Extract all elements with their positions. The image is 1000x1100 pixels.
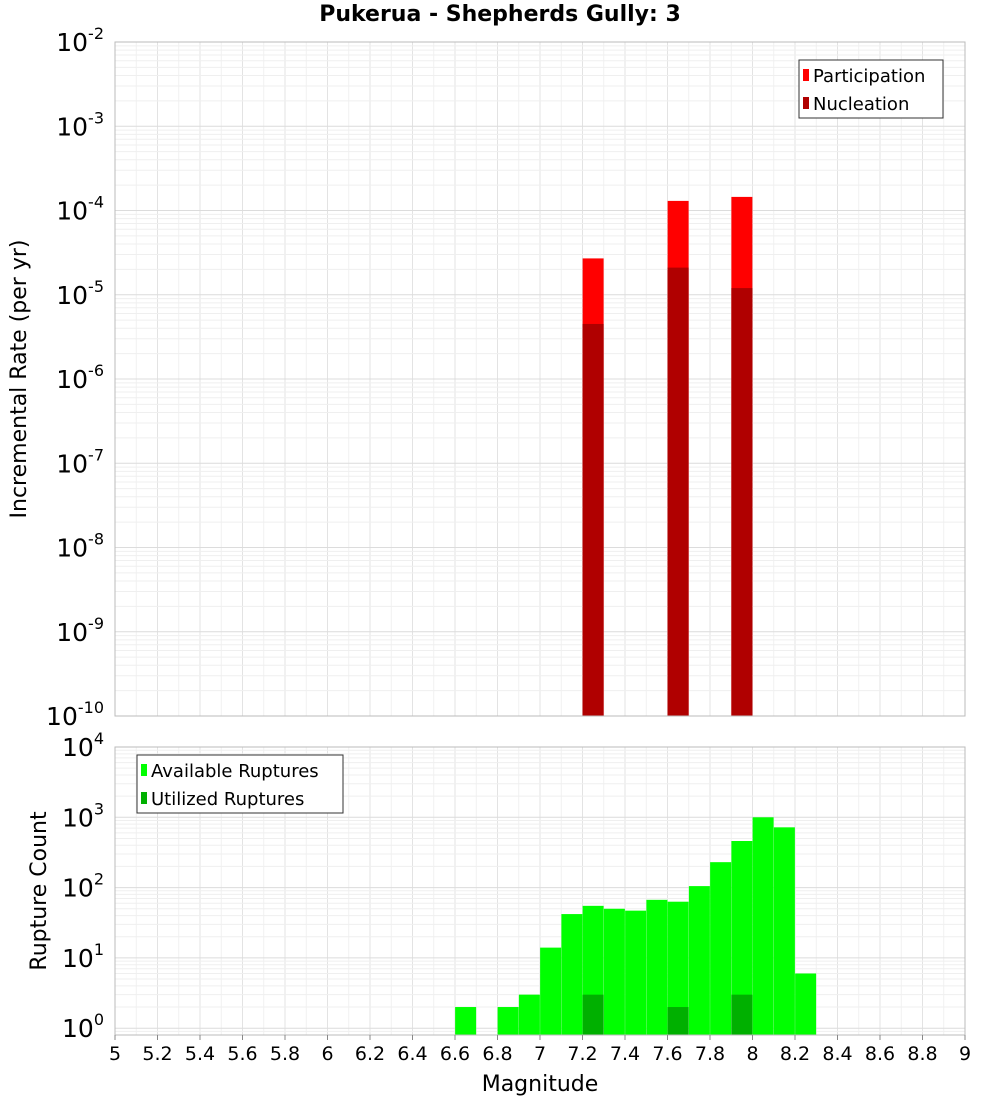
y-tick-label: 10-4 bbox=[56, 193, 104, 226]
y-tick-label: 102 bbox=[62, 870, 104, 903]
x-tick-label: 5.6 bbox=[227, 1043, 257, 1065]
x-tick-label: 9 bbox=[959, 1043, 971, 1065]
y-tick-label: 10-2 bbox=[56, 24, 104, 57]
y-tick-label: 10-7 bbox=[56, 445, 104, 478]
legend-label: Nucleation bbox=[813, 94, 909, 115]
y-tick-label: 10-8 bbox=[56, 530, 104, 563]
bar-utilized-ruptures bbox=[582, 994, 604, 1035]
x-tick-label: 8.6 bbox=[865, 1043, 895, 1065]
bar-available-ruptures bbox=[731, 841, 753, 1035]
x-tick-label: 6.4 bbox=[397, 1043, 427, 1065]
x-tick-label: 6 bbox=[321, 1043, 333, 1065]
x-tick-label: 8 bbox=[746, 1043, 758, 1065]
bar-available-ruptures bbox=[688, 886, 710, 1035]
x-tick-label: 6.2 bbox=[355, 1043, 385, 1065]
y-tick-label: 10-10 bbox=[46, 698, 104, 731]
bar-available-ruptures bbox=[625, 910, 647, 1035]
x-tick-label: 8.8 bbox=[907, 1043, 937, 1065]
bar-available-ruptures bbox=[497, 1007, 519, 1035]
x-tick-label: 6.8 bbox=[482, 1043, 512, 1065]
y-tick-label: 104 bbox=[62, 729, 104, 762]
bar-nucleation bbox=[582, 323, 604, 716]
legend-count bbox=[136, 754, 344, 814]
bar-nucleation bbox=[731, 288, 753, 716]
x-axis-title: Magnitude bbox=[482, 1072, 599, 1097]
plot-frame-rate bbox=[114, 41, 966, 717]
bar-nucleation bbox=[667, 267, 689, 716]
bar-available-ruptures bbox=[540, 947, 562, 1035]
x-tick-label: 7.8 bbox=[695, 1043, 725, 1065]
bar-available-ruptures bbox=[646, 899, 668, 1035]
x-tick-label: 7.2 bbox=[567, 1043, 597, 1065]
y-tick-label: 103 bbox=[62, 799, 104, 832]
y-tick-label: 10-6 bbox=[56, 361, 104, 394]
x-tick-label: 7.4 bbox=[610, 1043, 640, 1065]
bar-utilized-ruptures bbox=[731, 994, 753, 1035]
y-tick-label: 10-3 bbox=[56, 108, 104, 141]
bar-available-ruptures bbox=[603, 908, 625, 1035]
x-tick-label: 5.2 bbox=[142, 1043, 172, 1065]
bar-available-ruptures bbox=[752, 817, 774, 1035]
y-tick-label: 10-9 bbox=[56, 614, 104, 647]
bar-available-ruptures bbox=[518, 994, 540, 1035]
bar-available-ruptures bbox=[667, 901, 689, 1035]
y-axis-title-rate: Incremental Rate (per yr) bbox=[7, 240, 32, 519]
x-tick-label: 7 bbox=[534, 1043, 546, 1065]
x-tick-label: 8.2 bbox=[780, 1043, 810, 1065]
x-tick-label: 5.8 bbox=[270, 1043, 300, 1065]
x-tick-label: 5 bbox=[109, 1043, 121, 1065]
bar-available-ruptures bbox=[710, 862, 732, 1035]
y-tick-label: 100 bbox=[62, 1010, 104, 1043]
x-tick-label: 7.6 bbox=[652, 1043, 682, 1065]
bar-available-ruptures bbox=[795, 973, 817, 1035]
legend-swatch bbox=[141, 792, 147, 804]
y-tick-label: 10-5 bbox=[56, 277, 104, 310]
y-tick-label: 101 bbox=[62, 940, 104, 973]
legend-label: Utilized Ruptures bbox=[151, 789, 304, 810]
legend-swatch bbox=[803, 97, 809, 109]
x-tick-label: 5.4 bbox=[185, 1043, 215, 1065]
y-axis-title-count: Rupture Count bbox=[27, 811, 52, 971]
x-tick-label: 8.4 bbox=[822, 1043, 852, 1065]
legend-swatch bbox=[141, 764, 147, 776]
legend-rate bbox=[798, 59, 944, 119]
bar-available-ruptures bbox=[455, 1007, 477, 1035]
x-tick-label: 6.6 bbox=[440, 1043, 470, 1065]
bar-available-ruptures bbox=[773, 827, 795, 1035]
legend-label: Available Ruptures bbox=[151, 761, 319, 782]
bar-utilized-ruptures bbox=[667, 1007, 689, 1035]
legend-label: Participation bbox=[813, 66, 925, 87]
legend-swatch bbox=[803, 69, 809, 81]
chart-title: Pukerua - Shepherds Gully: 3 bbox=[319, 2, 681, 27]
bar-available-ruptures bbox=[561, 914, 583, 1035]
